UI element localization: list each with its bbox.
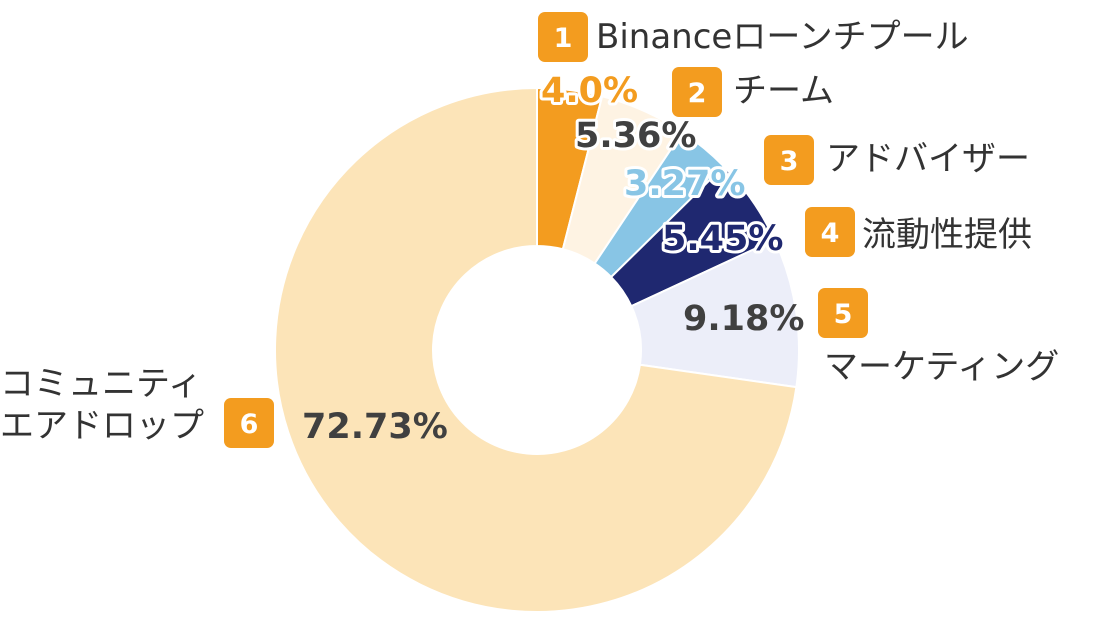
badge-4 <box>805 207 855 257</box>
percent-label-4: 5.45% <box>662 219 783 259</box>
category-label-6: エアドロップ <box>0 406 204 446</box>
badge-3 <box>764 135 814 185</box>
badge-number-4: 4 <box>821 218 840 249</box>
category-label-1: Binanceローンチプール <box>596 17 969 57</box>
slice-6 <box>274 86 798 613</box>
percent-label-6: 72.73% <box>302 407 448 447</box>
chart-slices <box>274 86 800 613</box>
badge-number-1: 1 <box>554 23 573 54</box>
category-label-6: コミュニティ <box>0 364 202 404</box>
badge-number-2: 2 <box>688 78 707 109</box>
category-label-2: チーム <box>733 71 834 111</box>
badge-number-3: 3 <box>780 146 799 177</box>
badge-number-5: 5 <box>834 299 853 330</box>
percent-label-1: 4.0% <box>541 71 638 111</box>
percent-label-5: 9.18% <box>683 299 804 339</box>
category-label-3: アドバイザー <box>826 139 1030 179</box>
badge-1 <box>538 12 588 62</box>
percent-label-2: 5.36% <box>575 116 696 156</box>
badge-2 <box>672 67 722 117</box>
category-label-5: マーケティング <box>824 347 1059 387</box>
percent-label-3: 3.27% <box>624 164 745 204</box>
badge-number-6: 6 <box>240 409 259 440</box>
category-label-4: 流動性提供 <box>862 215 1032 255</box>
badge-6 <box>224 398 274 448</box>
badge-5 <box>818 288 868 338</box>
chart-labels: 1 Binanceローンチプール 4.0% 2 チーム 5.36% 3 アドバイザー 3.27%… <box>0 12 1059 448</box>
